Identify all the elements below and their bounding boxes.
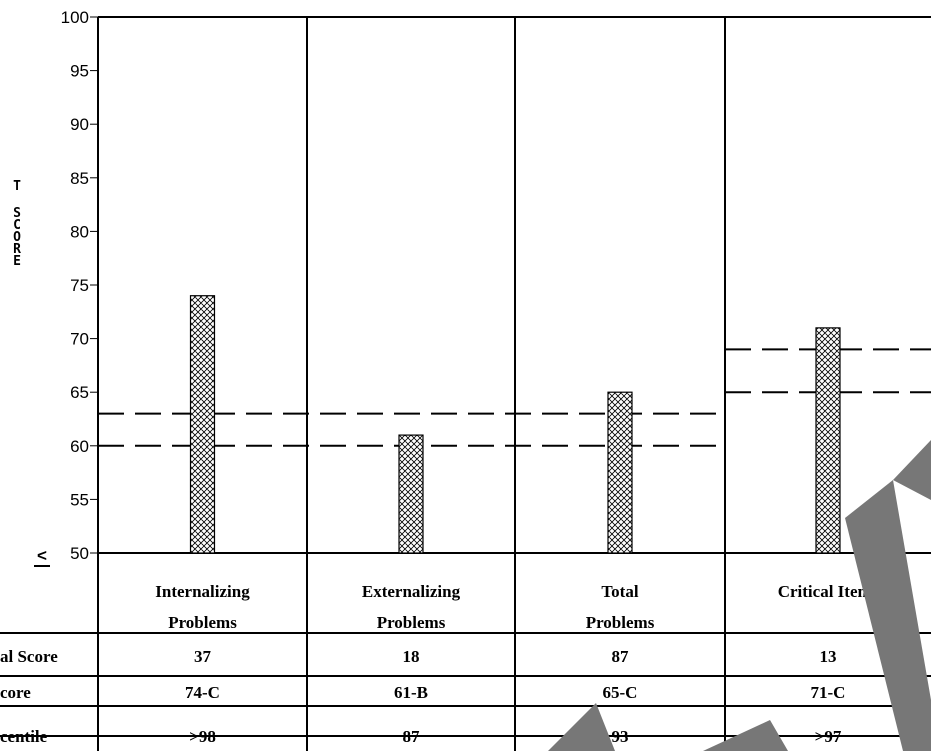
category-label: Internalizing — [155, 582, 250, 601]
table-cell: 37 — [194, 647, 212, 666]
min-marker-symbol: < — [37, 546, 47, 565]
category-label: Externalizing — [362, 582, 461, 601]
table-cell: 61-B — [394, 683, 428, 702]
bar — [191, 296, 215, 553]
bar — [399, 435, 423, 553]
bar — [816, 328, 840, 553]
y-tick-label: 100 — [61, 8, 89, 27]
y-tick-label: 95 — [70, 62, 89, 81]
table-cell: 87 — [403, 727, 421, 746]
table-cell: 18 — [403, 647, 420, 666]
table-row-label: al Score — [0, 647, 58, 666]
y-tick-label: 65 — [70, 383, 89, 402]
score-table: al Score 37 18 87 13 core 74-C 61-B 65-C 71-C cent… — [0, 633, 931, 746]
table-row-label: core — [0, 683, 31, 702]
category-label: Problems — [586, 613, 655, 632]
y-tick-label: 75 — [70, 276, 89, 295]
y-tick-label: 60 — [70, 437, 89, 456]
y-tick-label: 50 — [70, 544, 89, 563]
table-cell: 65-C — [603, 683, 638, 702]
table-cell: >98 — [189, 727, 216, 746]
y-label-letter: T — [13, 179, 21, 194]
y-tick-label: 90 — [70, 115, 89, 134]
min-marker: < — [34, 546, 50, 566]
y-tick-label: 85 — [70, 169, 89, 188]
bar — [608, 392, 632, 553]
category-labels: Internalizing Problems Externalizing Proble… — [155, 582, 878, 632]
category-label: Total — [601, 582, 638, 601]
y-tick-label: 55 — [70, 490, 89, 509]
table-row-label: centile — [0, 727, 48, 746]
plot-frame — [98, 17, 931, 751]
table-cell: 13 — [820, 647, 837, 666]
table-cell: 93 — [612, 727, 629, 746]
y-label-letter: E — [13, 254, 21, 269]
category-label: Problems — [377, 613, 446, 632]
table-cell: 74-C — [185, 683, 220, 702]
y-axis-ticks: 100 95 90 85 80 75 70 65 60 55 50 — [61, 8, 98, 563]
table-cell: 87 — [612, 647, 630, 666]
category-label: Problems — [168, 613, 237, 632]
y-tick-label: 80 — [70, 222, 89, 241]
table-cell: 71-C — [811, 683, 846, 702]
table-cell: >97 — [815, 727, 842, 746]
y-tick-label: 70 — [70, 330, 89, 349]
